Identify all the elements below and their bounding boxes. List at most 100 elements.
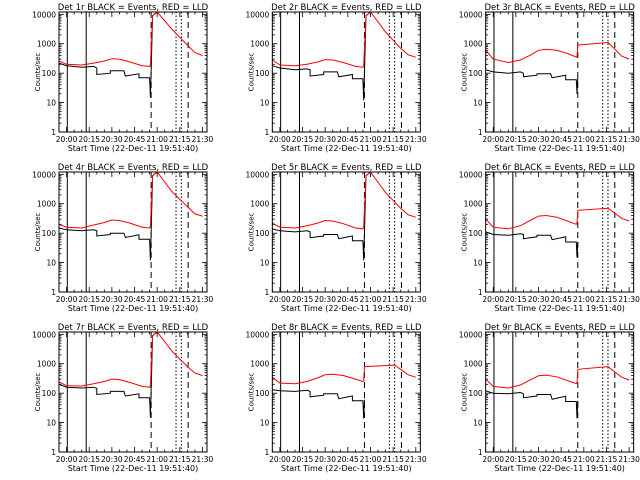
y-tick-label: 1 [51, 128, 56, 137]
series-line-lld [272, 364, 416, 385]
x-tick-label: 20:45 [550, 295, 572, 304]
x-tick-label: 20:15 [78, 455, 100, 464]
y-tick-label: 1000 [464, 360, 483, 369]
y-tick-label: 10000 [459, 170, 483, 179]
x-tick-label: 21:30 [618, 135, 640, 144]
y-tick-label: 100 [468, 389, 483, 398]
y-tick-label: 10000 [32, 10, 56, 19]
series-line-lld [485, 41, 630, 64]
x-tick-label: 20:45 [337, 295, 359, 304]
panel: Det 5r BLACK = Events, RED = LLD 1 10 100 10… [245, 163, 426, 313]
y-axis-label: Counts/sec [461, 213, 469, 252]
y-axis-label: Counts/sec [461, 373, 469, 412]
x-tick-label: 20:30 [101, 135, 123, 144]
x-tick-label: 20:00 [269, 135, 291, 144]
x-tick-label: 20:00 [56, 455, 78, 464]
x-tick-label: 20:30 [314, 295, 336, 304]
x-tick-label: 21:30 [405, 295, 427, 304]
y-tick-label: 1000 [37, 40, 56, 49]
y-tick-label: 1 [265, 448, 270, 457]
y-tick-label: 1 [51, 288, 56, 297]
y-tick-label: 10 [46, 419, 56, 428]
plot-frame [485, 11, 635, 133]
y-tick-label: 10000 [459, 330, 483, 339]
y-axis-label: Counts/sec [461, 53, 469, 92]
x-tick-label: 21:15 [382, 295, 404, 304]
y-tick-label: 1000 [464, 200, 483, 209]
x-tick-label: 20:30 [528, 295, 550, 304]
x-axis-label: Start Time (22-Dec-11 19:51:40) [68, 464, 199, 473]
y-tick-label: 10000 [459, 10, 483, 19]
y-tick-label: 10 [260, 419, 270, 428]
x-tick-label: 20:30 [101, 295, 123, 304]
plot-frame [58, 171, 208, 293]
x-axis-label: Start Time (22-Dec-11 19:51:40) [281, 144, 412, 153]
x-tick-label: 20:30 [528, 455, 550, 464]
y-tick-label: 100 [255, 229, 270, 238]
y-tick-label: 10 [260, 99, 270, 108]
x-axis-label: Start Time (22-Dec-11 19:51:40) [281, 304, 412, 313]
x-tick-label: 21:30 [192, 135, 214, 144]
series-line-events [272, 172, 371, 261]
panel: Det 9r BLACK = Events, RED = LLD 1 10 100 10… [459, 323, 640, 473]
y-tick-label: 100 [42, 389, 57, 398]
y-tick-label: 10000 [32, 330, 56, 339]
plot-frame [271, 331, 421, 453]
series-line-events [272, 12, 371, 101]
y-tick-label: 1000 [250, 360, 269, 369]
panel: Det 2r BLACK = Events, RED = LLD 1 10 100 10… [245, 3, 426, 153]
x-tick-label: 21:15 [596, 455, 618, 464]
y-axis-label: Counts/sec [247, 373, 255, 412]
panel-title: Det 4r BLACK = Events, RED = LLD [58, 163, 209, 173]
plot-frame [58, 331, 208, 453]
x-tick-label: 20:00 [269, 455, 291, 464]
x-tick-label: 21:30 [618, 455, 640, 464]
series-line-lld [59, 332, 203, 388]
y-tick-label: 1 [478, 128, 483, 137]
y-tick-label: 10 [46, 259, 56, 268]
y-tick-label: 100 [42, 69, 57, 78]
x-tick-label: 21:00 [360, 455, 382, 464]
y-axis-label: Counts/sec [34, 53, 42, 92]
y-tick-label: 1 [51, 448, 56, 457]
x-tick-label: 20:45 [550, 135, 572, 144]
x-tick-label: 20:00 [482, 295, 504, 304]
x-tick-label: 20:00 [269, 295, 291, 304]
x-tick-label: 21:00 [146, 135, 168, 144]
x-tick-label: 20:30 [314, 455, 336, 464]
series-line-events [485, 69, 579, 94]
y-axis-label: Counts/sec [247, 53, 255, 92]
y-tick-label: 1000 [250, 40, 269, 49]
x-tick-label: 20:00 [482, 135, 504, 144]
series-line-events [485, 390, 579, 419]
x-tick-label: 20:00 [56, 135, 78, 144]
y-axis-label: Counts/sec [247, 213, 255, 252]
series-line-events [272, 389, 365, 419]
x-tick-label: 20:15 [505, 295, 527, 304]
y-tick-label: 100 [42, 229, 57, 238]
y-tick-label: 10 [473, 419, 483, 428]
x-tick-label: 20:00 [482, 455, 504, 464]
x-tick-label: 20:00 [56, 295, 78, 304]
x-tick-label: 21:30 [405, 455, 427, 464]
series-line-events [59, 172, 158, 261]
x-tick-label: 21:00 [360, 295, 382, 304]
x-tick-label: 21:00 [573, 295, 595, 304]
x-tick-label: 20:15 [292, 135, 314, 144]
y-tick-label: 10000 [245, 330, 269, 339]
y-axis-label: Counts/sec [34, 373, 42, 412]
series-line-lld [485, 207, 630, 230]
y-tick-label: 1 [478, 288, 483, 297]
x-tick-label: 20:45 [124, 135, 146, 144]
y-tick-label: 1 [478, 448, 483, 457]
panel-title: Det 2r BLACK = Events, RED = LLD [271, 3, 422, 13]
panel: Det 1r BLACK = Events, RED = LLD 1 10 100 10… [32, 3, 213, 153]
y-tick-label: 10 [46, 99, 56, 108]
y-tick-label: 1000 [37, 200, 56, 209]
panel: Det 8r BLACK = Events, RED = LLD 1 10 100 10… [245, 323, 426, 473]
x-tick-label: 21:30 [192, 295, 214, 304]
panel: Det 6r BLACK = Events, RED = LLD 1 10 100 10… [459, 163, 640, 313]
x-tick-label: 20:15 [505, 135, 527, 144]
x-axis-label: Start Time (22-Dec-11 19:51:40) [494, 464, 625, 473]
